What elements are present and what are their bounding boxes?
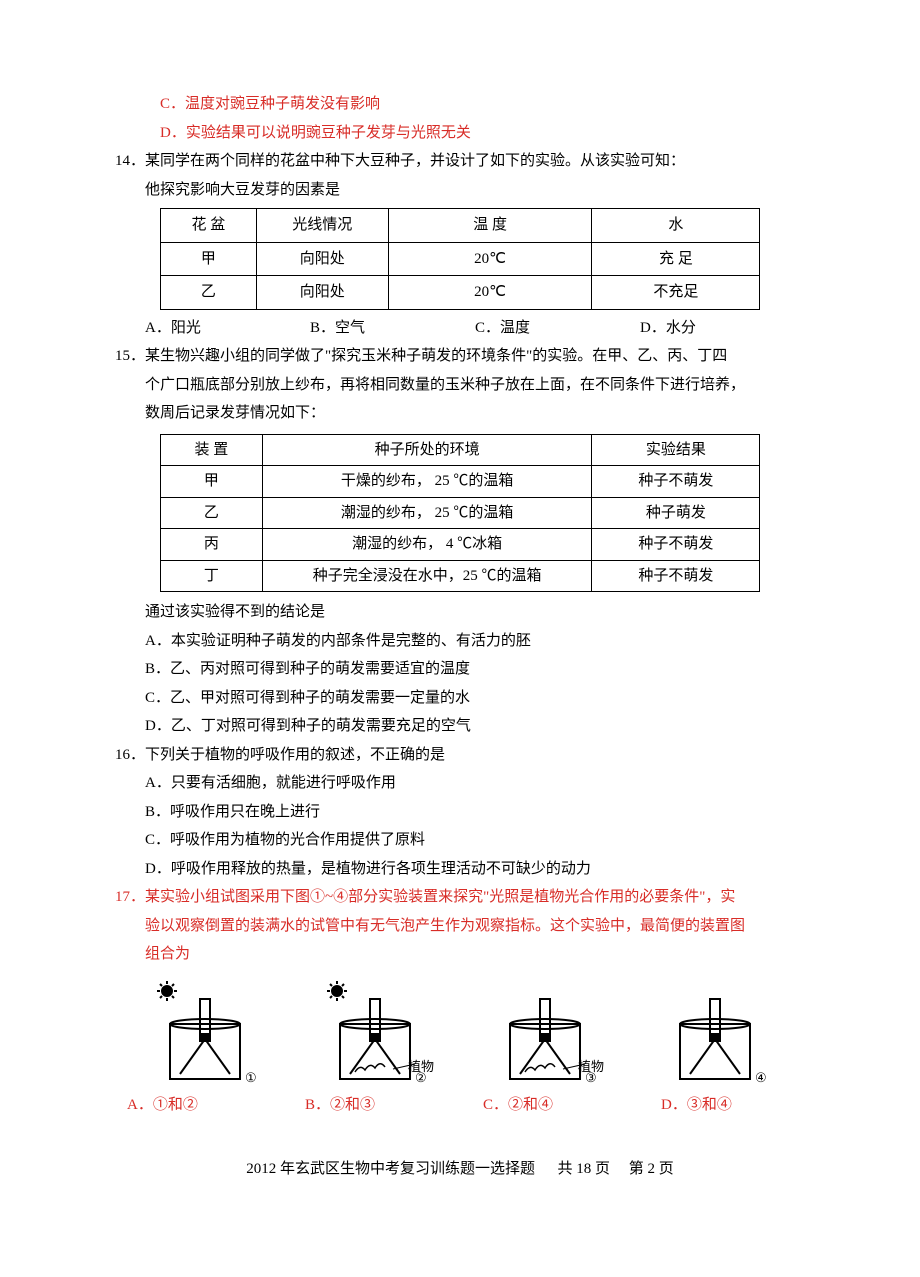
q17-option-d: D．③和④ bbox=[653, 1091, 801, 1120]
page-footer: 2012 年玄武区生物中考复习训练题一选择题 共 18 页 第 2 页 bbox=[115, 1155, 805, 1184]
q15-th-env: 种子所处的环境 bbox=[262, 434, 592, 466]
q16-option-b: B．呼吸作用只在晚上进行 bbox=[115, 798, 805, 827]
table-row: 丁 种子完全浸没在水中，25 ℃的温箱 种子不萌发 bbox=[161, 560, 760, 592]
plant-label: 植物 bbox=[408, 1055, 434, 1080]
q16-option-d: D．呼吸作用释放的热量，是植物进行各项生理活动不可缺少的动力 bbox=[115, 855, 805, 884]
q14-option-b: B．空气 bbox=[310, 314, 475, 343]
q15-post: 通过该实验得不到的结论是 bbox=[115, 598, 805, 627]
q17-stem-line1: 17．某实验小组试图采用下图①~④部分实验装置来探究"光照是植物光合作用的必要条… bbox=[115, 883, 805, 912]
q15-th-result: 实验结果 bbox=[592, 434, 760, 466]
q17-fig-2: ② 植物 bbox=[305, 979, 445, 1089]
footer-title: 2012 年玄武区生物中考复习训练题一选择题 bbox=[246, 1161, 535, 1177]
q16-option-a: A．只要有活细胞，就能进行呼吸作用 bbox=[115, 769, 805, 798]
table-row: 丙 潮湿的纱布， 4 ℃冰箱 种子不萌发 bbox=[161, 529, 760, 561]
q14-number: 14． bbox=[115, 153, 145, 169]
q15-stem-line2: 个广口瓶底部分别放上纱布，再将相同数量的玉米种子放在上面，在不同条件下进行培养， bbox=[115, 371, 805, 400]
q15-option-a: A．本实验证明种子萌发的内部条件是完整的、有活力的胚 bbox=[115, 627, 805, 656]
q16-number: 16． bbox=[115, 747, 145, 763]
q14-table: 花 盆 光线情况 温 度 水 甲 向阳处 20℃ 充 足 乙 向阳处 20℃ 不… bbox=[160, 208, 760, 310]
q14-stem-line2: 他探究影响大豆发芽的因素是 bbox=[115, 176, 805, 205]
q17-stem-line2: 验以观察倒置的装满水的试管中有无气泡产生作为观察指标。这个实验中，最简便的装置图 bbox=[115, 912, 805, 941]
q15-number: 15． bbox=[115, 348, 145, 364]
q15-table: 装 置 种子所处的环境 实验结果 甲 干燥的纱布， 25 ℃的温箱 种子不萌发 … bbox=[160, 434, 760, 593]
beaker-icon: ④ bbox=[655, 979, 775, 1089]
table-row: 乙 潮湿的纱布， 25 ℃的温箱 种子萌发 bbox=[161, 497, 760, 529]
table-row: 甲 干燥的纱布， 25 ℃的温箱 种子不萌发 bbox=[161, 466, 760, 498]
q14-th-temp: 温 度 bbox=[388, 209, 592, 243]
q17-number: 17． bbox=[115, 889, 145, 905]
q14-option-c: C．温度 bbox=[475, 314, 640, 343]
beaker-sun-icon: ① bbox=[145, 979, 265, 1089]
q17-stem-line3: 组合为 bbox=[115, 940, 805, 969]
footer-total-pages: 共 18 页 bbox=[557, 1161, 610, 1177]
q14-options: A．阳光 B．空气 C．温度 D．水分 bbox=[115, 314, 805, 343]
q14-stem-line1: 14．某同学在两个同样的花盆中种下大豆种子，并设计了如下的实验。从该实验可知： bbox=[115, 147, 805, 176]
q17-fig-4: ④ bbox=[645, 979, 785, 1089]
q17-option-b: B．②和③ bbox=[297, 1091, 445, 1120]
q17-figure-row: ① ② 植物 bbox=[115, 979, 805, 1089]
plant-label: 植物 bbox=[578, 1055, 604, 1080]
table-row: 乙 向阳处 20℃ 不充足 bbox=[161, 276, 760, 310]
q17-option-c: C．②和④ bbox=[475, 1091, 623, 1120]
q17-options: A．①和② B．②和③ C．②和④ D．③和④ bbox=[115, 1091, 805, 1120]
svg-text:①: ① bbox=[245, 1070, 257, 1085]
table-row: 花 盆 光线情况 温 度 水 bbox=[161, 209, 760, 243]
q17-fig-1: ① bbox=[135, 979, 275, 1089]
q14-option-d: D．水分 bbox=[640, 314, 805, 343]
q17-option-a: A．①和② bbox=[119, 1091, 267, 1120]
q15-option-c: C．乙、甲对照可得到种子的萌发需要一定量的水 bbox=[115, 684, 805, 713]
q16-stem: 16．下列关于植物的呼吸作用的叙述，不正确的是 bbox=[115, 741, 805, 770]
q14-option-a: A．阳光 bbox=[145, 314, 310, 343]
footer-page-number: 第 2 页 bbox=[629, 1161, 674, 1177]
q15-option-d: D．乙、丁对照可得到种子的萌发需要充足的空气 bbox=[115, 712, 805, 741]
q13-option-d: D．实验结果可以说明豌豆种子发芽与光照无关 bbox=[115, 119, 805, 148]
table-row: 装 置 种子所处的环境 实验结果 bbox=[161, 434, 760, 466]
q14-th-water: 水 bbox=[592, 209, 760, 243]
q15-stem-line1: 15．某生物兴趣小组的同学做了"探究玉米种子萌发的环境条件"的实验。在甲、乙、丙… bbox=[115, 342, 805, 371]
q16-option-c: C．呼吸作用为植物的光合作用提供了原料 bbox=[115, 826, 805, 855]
q14-th-light: 光线情况 bbox=[256, 209, 388, 243]
q17-fig-3: ③ 植物 bbox=[475, 979, 615, 1089]
q13-option-c: C．温度对豌豆种子萌发没有影响 bbox=[115, 90, 805, 119]
svg-text:④: ④ bbox=[755, 1070, 767, 1085]
q15-option-b: B．乙、丙对照可得到种子的萌发需要适宜的温度 bbox=[115, 655, 805, 684]
q14-th-pot: 花 盆 bbox=[161, 209, 257, 243]
table-row: 甲 向阳处 20℃ 充 足 bbox=[161, 242, 760, 276]
q15-th-device: 装 置 bbox=[161, 434, 263, 466]
q15-stem-line3: 数周后记录发芽情况如下： bbox=[115, 399, 805, 428]
